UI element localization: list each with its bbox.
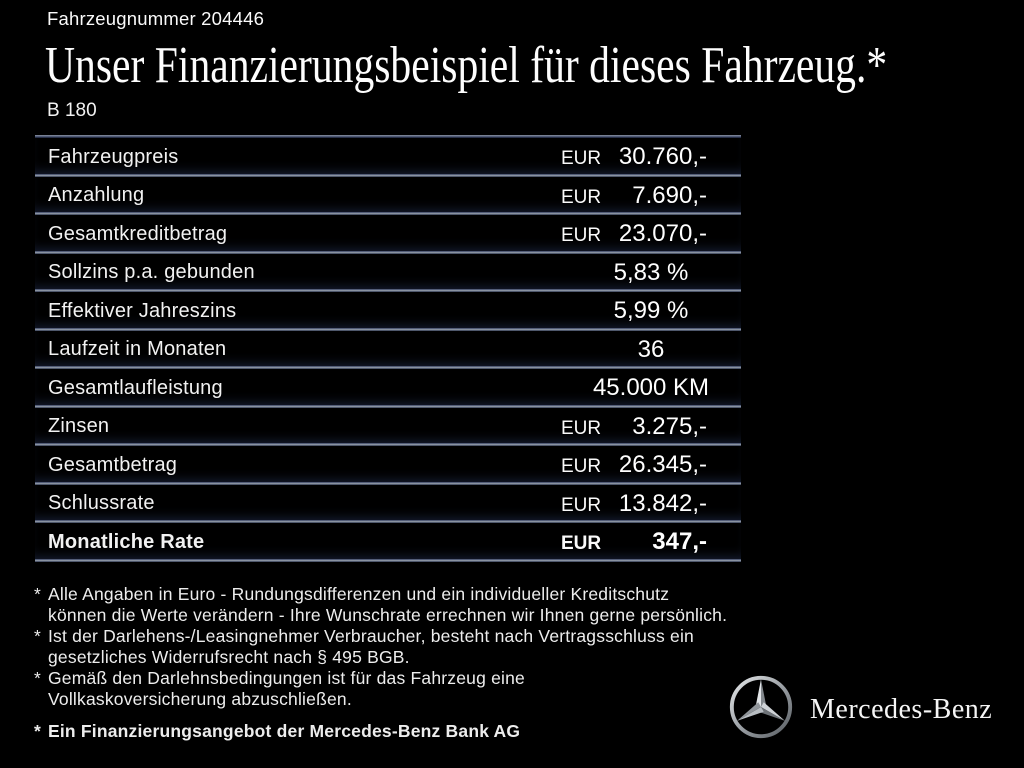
row-value: 5,83 % <box>561 259 741 287</box>
amount: 5,83 % <box>613 258 689 286</box>
brand-logo: Mercedes-Benz <box>726 672 1006 744</box>
amount: 26.345,- <box>618 451 707 479</box>
row-label: Zinsen <box>48 415 110 438</box>
brand-wordmark: Mercedes-Benz <box>810 694 993 725</box>
footnote-text: Ist der Darlehens-/Leasingnehmer Verbrau… <box>48 626 694 667</box>
row-value: 5,99 % <box>561 297 741 325</box>
table-row: Laufzeit in Monaten 36 <box>35 331 741 370</box>
row-value: EUR 30.760,- <box>561 143 741 171</box>
row-label: Fahrzeugpreis <box>48 145 179 168</box>
amount: 36 <box>637 335 665 363</box>
row-value: 36 <box>561 336 741 364</box>
currency-label: EUR <box>561 456 602 478</box>
amount: 347,- <box>652 528 707 556</box>
table-row: Fahrzeugpreis EUR 30.760,- <box>35 138 741 177</box>
amount: 30.760,- <box>618 143 707 171</box>
table-top-divider <box>35 135 741 138</box>
model-name: B 180 <box>47 100 97 121</box>
currency-label: EUR <box>561 494 602 516</box>
footnote-marker: * <box>34 626 41 646</box>
row-value: 45.000 KM <box>561 374 741 402</box>
row-label: Sollzins p.a. gebunden <box>48 261 255 284</box>
row-label: Anzahlung <box>48 184 145 207</box>
footnote-marker: * <box>34 584 41 604</box>
currency-label: EUR <box>561 533 602 555</box>
row-value: EUR 26.345,- <box>561 451 741 479</box>
footnote: * Gemäß den Darlehnsbedingungen ist für … <box>34 668 746 710</box>
row-value: EUR 7.690,- <box>561 182 741 210</box>
row-value: EUR 3.275,- <box>561 413 741 441</box>
page-title: Unser Finanzierungsbeispiel für dieses F… <box>45 37 888 94</box>
footnotes: * Alle Angaben in Euro - Rundungsdiffere… <box>34 584 746 742</box>
footnote: * Ist der Darlehens-/Leasingnehmer Verbr… <box>34 626 746 668</box>
table-row: Schlussrate EUR 13.842,- <box>35 485 741 524</box>
footnote-text: Gemäß den Darlehnsbedingungen ist für da… <box>48 668 525 709</box>
table-row: Sollzins p.a. gebunden 5,83 % <box>35 254 741 293</box>
row-value: EUR 347,- <box>561 528 741 556</box>
row-value: EUR 23.070,- <box>561 220 741 248</box>
amount: 13.842,- <box>618 489 707 517</box>
row-label: Laufzeit in Monaten <box>48 338 227 361</box>
currency-label: EUR <box>561 417 602 439</box>
financing-provider-note: * Ein Finanzierungsangebot der Mercedes-… <box>34 721 746 742</box>
financing-table: Fahrzeugpreis EUR 30.760,- Anzahlung EUR… <box>35 135 741 562</box>
currency-label: EUR <box>561 148 602 170</box>
row-label: Gesamtlaufleistung <box>48 376 223 399</box>
footnote-marker: * <box>34 668 41 688</box>
table-row: Gesamtkreditbetrag EUR 23.070,- <box>35 215 741 254</box>
currency-label: EUR <box>561 225 602 247</box>
amount: 45.000 KM <box>592 374 710 402</box>
row-label: Gesamtbetrag <box>48 453 178 476</box>
amount: 23.070,- <box>618 220 707 248</box>
amount: 5,99 % <box>613 297 689 325</box>
footnote: * Alle Angaben in Euro - Rundungsdiffere… <box>34 584 746 626</box>
table-row: Zinsen EUR 3.275,- <box>35 408 741 447</box>
amount: 3.275,- <box>632 412 707 440</box>
currency-label: EUR <box>561 186 602 208</box>
row-label: Effektiver Jahreszins <box>48 299 237 322</box>
table-row: Anzahlung EUR 7.690,- <box>35 177 741 216</box>
footnote-marker: * <box>34 721 41 741</box>
table-row: Effektiver Jahreszins 5,99 % <box>35 292 741 331</box>
row-value: EUR 13.842,- <box>561 490 741 518</box>
vehicle-number: Fahrzeugnummer 204446 <box>47 8 265 29</box>
table-row-monthly-rate: Monatliche Rate EUR 347,- <box>35 523 741 562</box>
mercedes-star-icon <box>729 675 793 739</box>
row-label: Gesamtkreditbetrag <box>48 222 228 245</box>
amount: 7.690,- <box>632 181 707 209</box>
row-label: Monatliche Rate <box>48 530 205 553</box>
footnote-text: Ein Finanzierungsangebot der Mercedes-Be… <box>48 721 521 741</box>
table-row: Gesamtlaufleistung 45.000 KM <box>35 369 741 408</box>
footnote-text: Alle Angaben in Euro - Rundungsdifferenz… <box>48 584 728 625</box>
row-label: Schlussrate <box>48 492 155 515</box>
table-row: Gesamtbetrag EUR 26.345,- <box>35 446 741 485</box>
